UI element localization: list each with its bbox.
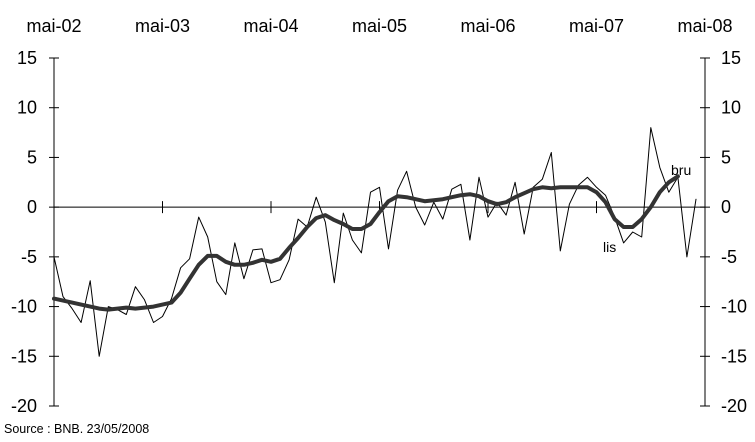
y-tick-label-right: -5 xyxy=(721,247,737,267)
y-tick-label-left: -15 xyxy=(11,346,37,366)
x-axis-ticks: mai-02 mai-03 mai-04 mai-05 mai-06 mai-07 mai-… xyxy=(26,16,733,214)
y-tick-label-right: 10 xyxy=(721,98,741,118)
y-tick-label-right: 15 xyxy=(721,48,741,68)
series-bru-label: bru xyxy=(671,162,691,178)
series-lis-label: lis xyxy=(603,239,616,255)
y-tick-label-left: -20 xyxy=(11,396,37,416)
x-tick-label: mai-07 xyxy=(569,16,624,36)
series-labels: bru lis xyxy=(603,162,691,255)
y-tick-label-left: -5 xyxy=(21,247,37,267)
series-bru-line xyxy=(53,127,697,357)
y-tick-label-right: 0 xyxy=(721,197,731,217)
x-tick-label: mai-06 xyxy=(460,16,515,36)
y-tick-label-right: -20 xyxy=(721,396,747,416)
y-tick-label-left: 10 xyxy=(17,98,37,118)
axes xyxy=(53,58,706,406)
y-tick-label-right: -10 xyxy=(721,297,747,317)
y-tick-label-left: 0 xyxy=(27,197,37,217)
source-note: Source : BNB. 23/05/2008 xyxy=(4,422,150,436)
x-tick-label: mai-03 xyxy=(135,16,190,36)
y-tick-label-left: 15 xyxy=(17,48,37,68)
y-tick-label-right: -15 xyxy=(721,346,747,366)
x-tick-label: mai-05 xyxy=(352,16,407,36)
series-group xyxy=(52,127,697,357)
y-tick-label-right: 5 xyxy=(721,147,731,167)
y-tick-label-left: -10 xyxy=(11,297,37,317)
x-tick-label: mai-08 xyxy=(677,16,732,36)
y-tick-label-left: 5 xyxy=(27,147,37,167)
x-tick-label: mai-04 xyxy=(243,16,298,36)
x-tick-label: mai-02 xyxy=(26,16,81,36)
series-lis-line xyxy=(52,174,680,312)
y-axis-ticks: 15 15 10 10 5 5 0 0 -5 -5 -10 -10 -15 -15 -20 -20 xyxy=(11,48,747,416)
